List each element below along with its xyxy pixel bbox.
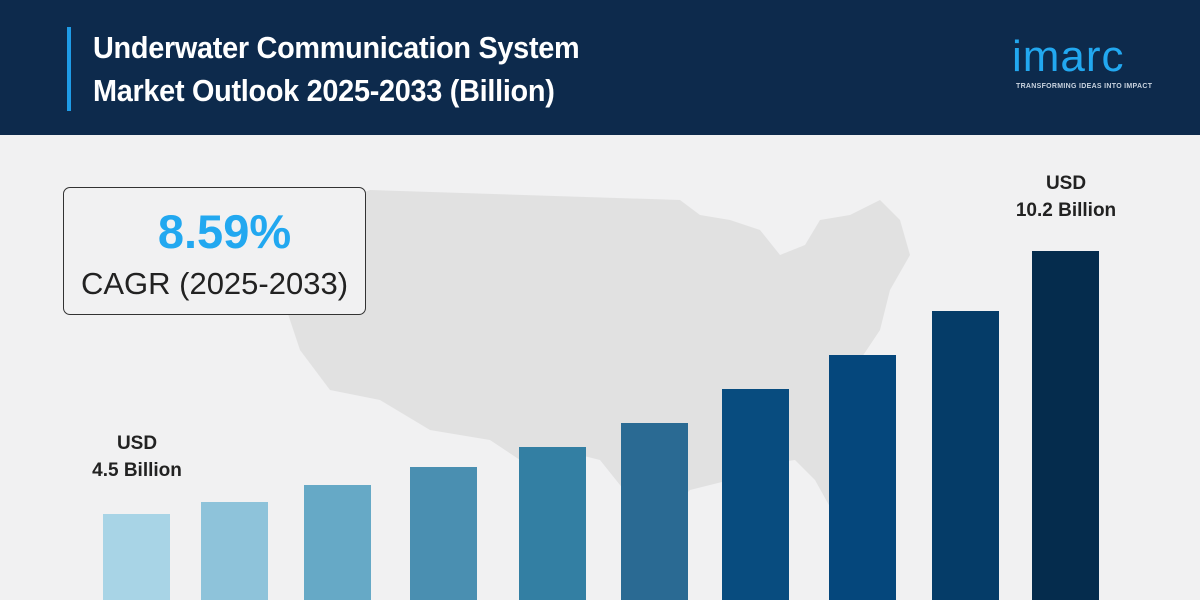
- bar: [722, 389, 789, 600]
- cagr-label: CAGR (2025-2033): [80, 266, 349, 301]
- bar: [410, 467, 477, 600]
- bar: [621, 423, 688, 600]
- end-amount: 10.2 Billion: [1015, 200, 1117, 221]
- start-value-label: USD 4.5 Billion: [57, 430, 217, 484]
- bar: [829, 355, 896, 600]
- imarc-logo: imarc TRANSFORMING IDEAS INTO IMPACT: [1012, 26, 1167, 96]
- start-currency: USD: [116, 433, 158, 454]
- bar: [304, 485, 371, 600]
- cagr-callout: 8.59% CAGR (2025-2033): [63, 187, 366, 315]
- bar: [932, 311, 999, 600]
- bar: [201, 502, 268, 600]
- header-banner: Underwater Communication System Market O…: [0, 0, 1200, 135]
- title-line-2: Market Outlook 2025-2033 (Billion): [93, 73, 555, 108]
- cagr-value: 8.59%: [157, 205, 292, 258]
- bar: [519, 447, 586, 600]
- end-value-label: USD 10.2 Billion: [986, 170, 1146, 224]
- title-line-1: Underwater Communication System: [93, 30, 580, 65]
- start-amount: 4.5 Billion: [92, 460, 182, 481]
- bar: [103, 514, 170, 600]
- bar: [1032, 251, 1099, 600]
- chart-title: Underwater Communication System Market O…: [93, 26, 580, 112]
- logo-tagline: TRANSFORMING IDEAS INTO IMPACT: [1016, 83, 1153, 90]
- end-currency: USD: [1045, 173, 1087, 194]
- logo-wordmark: imarc: [1012, 32, 1125, 81]
- title-accent-bar: [67, 27, 71, 111]
